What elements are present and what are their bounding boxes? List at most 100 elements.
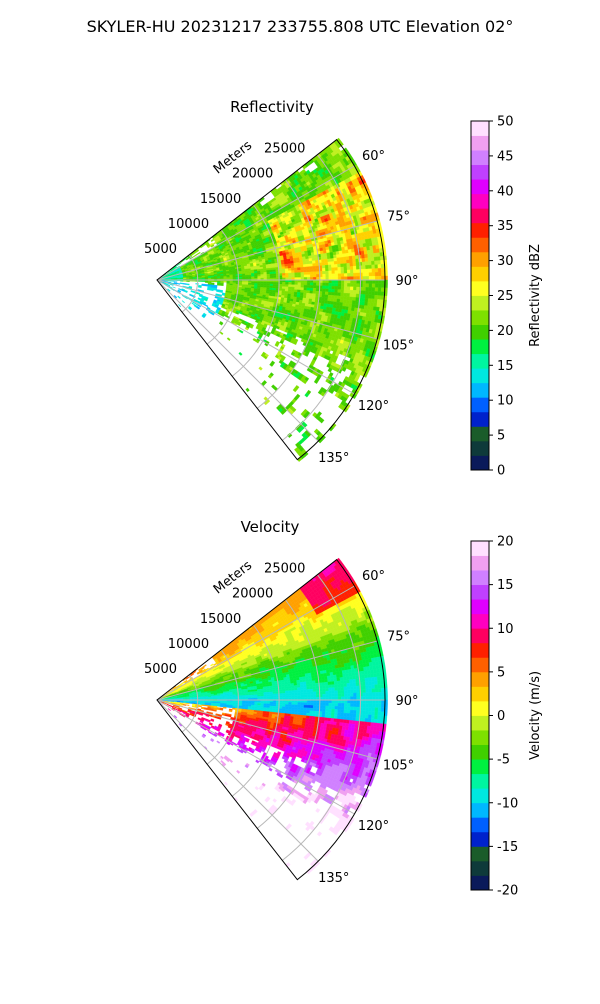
radar-gate: [313, 274, 316, 277]
radar-gate: [372, 265, 375, 269]
radar-gate: [375, 265, 378, 269]
radar-gate: [362, 258, 366, 262]
radar-gate: [310, 275, 313, 278]
radar-gate: [336, 254, 340, 258]
radar-gate: [378, 276, 381, 280]
radar-gate: [341, 293, 344, 297]
radar-gate: [316, 283, 319, 286]
radar-gate: [329, 286, 332, 289]
radar-gate: [374, 295, 377, 299]
radar-gate: [378, 288, 381, 292]
radar-gate: [337, 296, 340, 300]
radar-gate: [307, 275, 310, 278]
radar-gate: [288, 287, 291, 290]
radar-gate: [307, 269, 310, 272]
radar-gate: [294, 287, 297, 290]
radar-gate: [363, 284, 366, 288]
radar-gate: [344, 293, 347, 297]
radar-gate: [325, 298, 328, 301]
radar-gate: [289, 282, 292, 284]
radar-gate: [354, 277, 357, 281]
radar-gate: [313, 288, 316, 291]
radar-gate: [316, 288, 319, 291]
radar-gate: [269, 268, 272, 270]
radar-gate: [316, 291, 319, 294]
radar-gate: [261, 282, 264, 284]
radar-gate: [178, 304, 181, 307]
radar-gate: [330, 255, 334, 259]
radar-gate: [325, 268, 328, 271]
radar-gate: [310, 285, 313, 288]
radar-gate: [324, 256, 327, 259]
radar-gate: [328, 292, 331, 295]
radar-gate: [361, 302, 365, 306]
radar-gate: [295, 275, 298, 278]
radar-gate: [328, 289, 331, 292]
radar-gate: [338, 286, 341, 289]
radar-gate: [289, 275, 292, 277]
radar-gate: [323, 283, 326, 286]
radar-gate: [285, 287, 288, 290]
radar-gate: [270, 270, 273, 272]
radar-gate: [282, 282, 285, 284]
radar-gate: [239, 276, 242, 278]
azimuth-tick-label: 105°: [383, 339, 414, 354]
radar-gate: [347, 293, 350, 297]
radar-gate: [375, 280, 378, 284]
radar-gate: [334, 264, 337, 267]
radar-gate: [378, 284, 381, 288]
radar-gate: [341, 264, 344, 268]
radar-gate: [362, 262, 365, 266]
radar-gate: [210, 664, 213, 667]
radar-gate: [288, 285, 291, 287]
radar-gate: [350, 273, 353, 277]
radar-gate: [300, 265, 303, 268]
radar-gate: [267, 284, 270, 286]
radar-gate: [338, 267, 341, 270]
colorbar-swatch: [471, 208, 489, 223]
colorbar-swatch: [471, 368, 489, 383]
radar-gate: [375, 268, 378, 272]
radar-gate: [273, 276, 276, 278]
radar-gate: [205, 285, 208, 286]
radar-gate: [261, 276, 264, 278]
radar-gate: [353, 273, 356, 277]
radar-gate: [329, 271, 332, 274]
radar-gate: [304, 270, 307, 273]
radar-gate: [279, 282, 282, 284]
radar-gate: [325, 292, 328, 295]
radar-gate: [304, 285, 307, 288]
radar-gate: [337, 293, 340, 297]
radar-gate: [295, 282, 298, 285]
azimuth-tick-label: 90°: [395, 274, 418, 289]
radar-gate: [270, 288, 273, 290]
colorbar-label: Reflectivity dBZ: [528, 244, 543, 347]
radar-gate: [347, 290, 350, 294]
radar-gate: [267, 282, 270, 284]
radar-gate: [349, 300, 353, 304]
radar-gate: [347, 267, 350, 271]
radar-gate: [251, 275, 254, 277]
radar-gate: [315, 260, 318, 263]
radar-gate: [316, 294, 319, 297]
radar-gate: [363, 276, 366, 280]
radar-gate: [378, 272, 381, 276]
radar-gate: [352, 256, 356, 260]
radar-gate: [347, 270, 350, 274]
radar-gate: [334, 258, 337, 262]
radar-gate: [327, 256, 331, 259]
radar-gate: [371, 253, 375, 257]
radar-gate: [310, 266, 313, 269]
radar-gate: [349, 260, 352, 264]
radar-gate: [337, 258, 341, 262]
colorbar-tick-label: 15: [497, 359, 514, 374]
radar-gate: [334, 261, 337, 264]
radar-gate: [301, 272, 304, 275]
radar-gate: [327, 253, 331, 257]
radar-gate: [316, 266, 319, 269]
radar-gate: [258, 282, 261, 284]
radar-gate: [297, 265, 300, 268]
radar-gate: [239, 281, 242, 283]
